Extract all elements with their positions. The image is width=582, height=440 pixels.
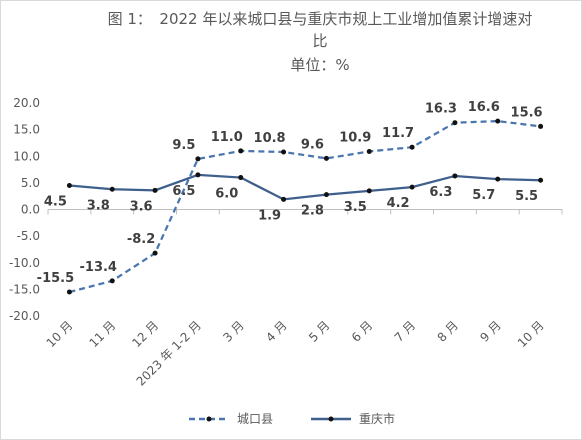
data-point [152,250,158,256]
data-point [452,173,458,179]
y-tick-label: 0.0 [21,203,40,217]
legend: 城口县 重庆市 [0,410,582,427]
data-point [538,177,544,183]
y-axis-labels: 20.0 15.0 10.0 5.0 0.0 -5.0 -10.0 -15.0 -20.0 [9,96,40,323]
data-label: 11.7 [382,126,414,141]
data-point [66,183,72,189]
y-tick-label: -20.0 [9,309,40,323]
data-point [238,148,244,154]
data-label: 9.6 [301,137,324,152]
chart-title-line2: 比 [312,32,328,50]
x-tick-label: 4 月 [263,318,289,344]
data-label: 2.8 [301,204,324,219]
data-label: 10.8 [254,131,286,146]
y-tick-label: 15.0 [13,123,40,137]
y-tick-label: 10.0 [13,149,40,163]
x-tick-label: 11 月 [86,318,118,350]
data-point [366,188,372,194]
y-tick-label: -15.0 [9,282,40,296]
chart-title: 图 1： 2022 年以来城口县与重庆市规上工业增加值累计增速对 比 单位：% [60,8,580,76]
data-label: 3.5 [344,200,367,215]
data-label: 10.9 [339,130,371,145]
data-point [323,192,329,198]
data-point [409,184,415,190]
data-point [323,155,329,161]
data-label: 4.5 [44,195,67,210]
data-point [281,149,287,155]
data-label: 11.0 [211,130,243,145]
data-point [152,187,158,193]
legend-label-chongqing: 重庆市 [359,412,396,426]
data-point [195,156,201,162]
data-point [238,175,244,181]
data-label: 15.6 [511,105,543,120]
x-tick-label: 9 月 [477,318,503,344]
x-tick-label: 12 月 [129,318,161,350]
data-label: 6.5 [172,184,195,199]
x-tick-label: 10 月 [515,318,547,350]
data-point [281,196,287,202]
data-label: 4.2 [387,196,410,211]
data-label: -15.5 [37,271,74,286]
data-point [495,118,501,124]
series-line-chongqing [69,173,541,201]
data-point [495,176,501,182]
data-point [66,289,72,295]
y-tick-label: 5.0 [21,176,40,190]
chart-title-line1: 图 1： 2022 年以来城口县与重庆市规上工业增加值累计增速对 [107,10,533,28]
y-tick-label: 20.0 [13,96,40,110]
legend-label-chengkou: 城口县 [236,412,273,426]
y-tick-label: -5.0 [17,229,40,243]
data-point [538,123,544,129]
data-point [109,186,115,192]
data-point [109,278,115,284]
x-tick-label: 3 月 [220,318,246,344]
x-tick-label: 7 月 [392,318,418,344]
data-point [366,148,372,154]
legend-dashed-line-icon [188,416,229,421]
data-point [452,120,458,126]
data-label: 5.5 [515,189,538,204]
series-line-chengkou [69,119,541,294]
data-label: 3.6 [130,199,153,214]
x-tick-label: 8 月 [435,318,461,344]
data-label: 9.5 [172,138,195,153]
data-label: 3.8 [87,198,110,213]
line-chart: 20.0 15.0 10.0 5.0 0.0 -5.0 -10.0 -15.0 -20.0 10… [9,96,563,389]
legend-solid-line-icon [311,416,351,421]
data-label: 6.0 [215,187,238,202]
y-tick-label: -10.0 [9,256,40,270]
series-layer [66,118,544,295]
data-point [409,144,415,150]
legend-item-chongqing: 重庆市 [309,410,395,427]
data-label: -13.4 [80,260,117,275]
data-label: 16.6 [468,100,500,115]
data-label-layer: -15.5 -13.4 -8.2 9.5 11.0 10.8 9.6 10.9 11.7 16.3… [37,100,543,286]
data-point [195,172,201,178]
x-tick-label: 5 月 [306,318,332,344]
x-tick-label: 10 月 [44,318,76,350]
chart-unit: 单位：% [290,56,350,74]
data-label: 1.9 [258,208,281,223]
data-label: 16.3 [425,102,457,117]
data-label: -8.2 [127,232,155,247]
data-label: 5.7 [472,188,495,203]
legend-item-chengkou: 城口县 [187,410,273,427]
x-tick-label: 6 月 [349,318,375,344]
data-label: 6.3 [429,185,452,200]
